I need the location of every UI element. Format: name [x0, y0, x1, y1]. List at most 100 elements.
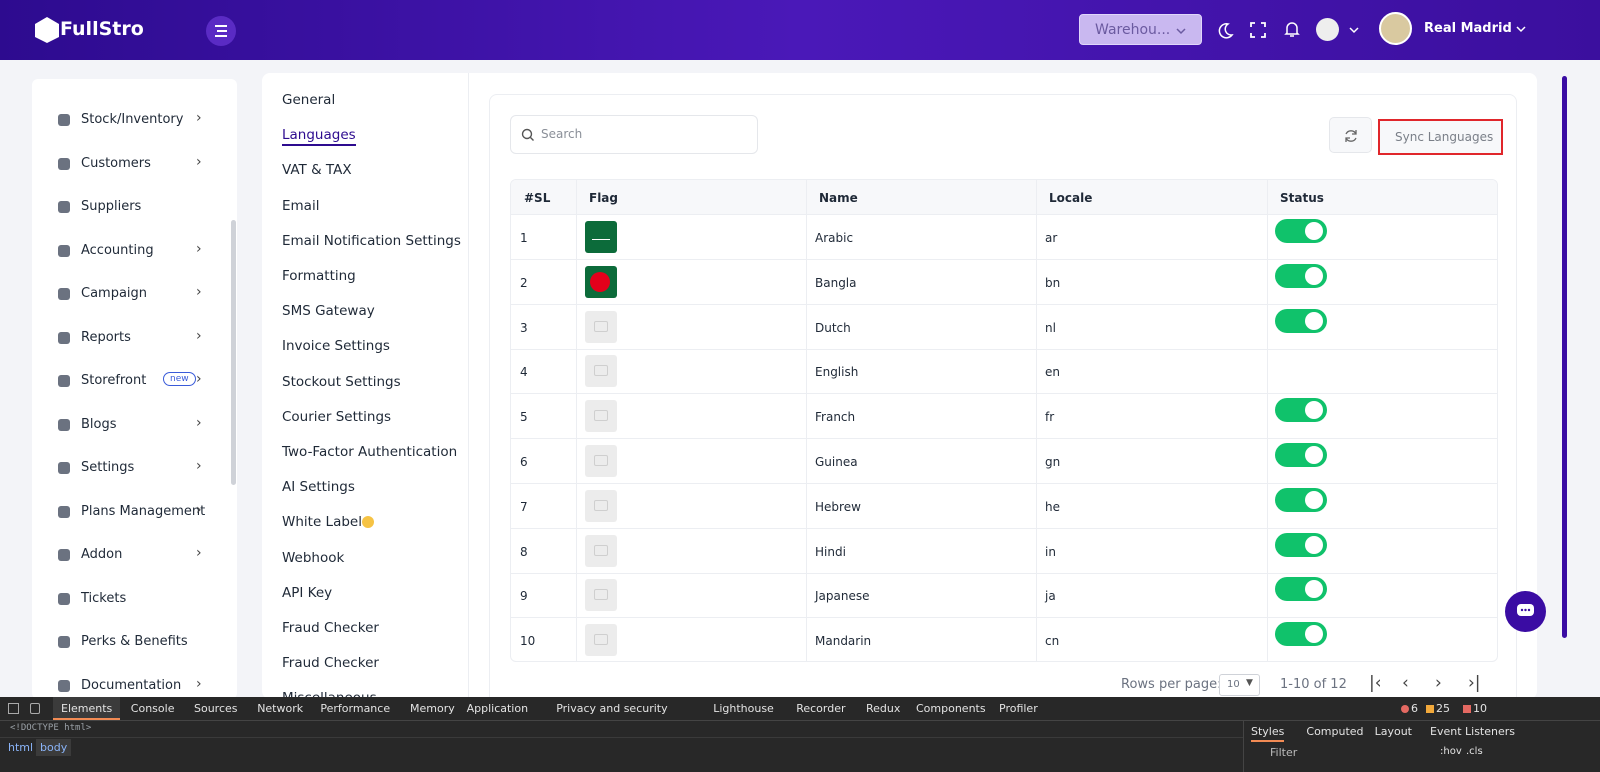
status-toggle[interactable] — [1275, 263, 1327, 288]
devtools-tab[interactable]: Sources — [194, 702, 238, 715]
page-nav-button[interactable]: |‹ — [1369, 673, 1382, 693]
breadcrumb[interactable]: html — [8, 741, 34, 754]
settings-menu-item[interactable]: VAT & TAX — [282, 162, 352, 179]
rows-per-page-select[interactable]: 10 ▼ — [1219, 674, 1260, 696]
sidebar-item[interactable]: Reports › — [52, 327, 212, 349]
status-toggle[interactable] — [1275, 398, 1327, 423]
settings-menu-item[interactable]: Email — [282, 197, 320, 214]
sidebar-item[interactable]: Suppliers — [52, 196, 212, 218]
status-toggle[interactable] — [1275, 219, 1327, 243]
settings-menu-item[interactable]: General — [282, 92, 336, 108]
settings-menu-item[interactable]: Webhook — [282, 549, 345, 566]
status-toggle[interactable] — [1275, 622, 1327, 647]
settings-menu-item[interactable]: SMS Gateway — [282, 303, 375, 320]
menu-toggle[interactable] — [206, 16, 236, 46]
rows-per-page-value: 10 — [1227, 679, 1240, 690]
sidebar-item[interactable]: Blogs › — [52, 414, 212, 436]
sidebar-item[interactable]: Documentation › — [52, 675, 212, 697]
styles-tab[interactable]: Computed — [1306, 725, 1364, 738]
page-nav-button[interactable]: ›| — [1468, 673, 1481, 693]
devtools-tab[interactable]: Lighthouse — [713, 702, 774, 715]
devtools-tab[interactable]: Profiler — [999, 702, 1038, 715]
styles-tab[interactable]: Layout — [1374, 725, 1412, 738]
chat-button[interactable] — [1505, 591, 1546, 632]
sidebar-item[interactable]: Settings › — [52, 457, 212, 479]
settings-menu-item[interactable]: Email Notification Settings — [282, 232, 461, 249]
cls-toggle[interactable]: .cls — [1466, 746, 1483, 757]
settings-menu-item[interactable]: Formatting — [282, 268, 356, 284]
page-nav-button[interactable]: › — [1435, 673, 1442, 693]
filter-input[interactable]: Filter — [1270, 746, 1298, 759]
sidebar-item[interactable]: Tickets — [52, 588, 212, 610]
name-cell: Dutch — [815, 320, 851, 335]
name-cell: Arabic — [815, 231, 854, 245]
devtools-tab[interactable]: Console — [130, 702, 175, 715]
search-box[interactable]: Search — [510, 115, 758, 154]
status-toggle[interactable] — [1275, 443, 1327, 467]
table-row-border — [511, 259, 1497, 260]
sidebar-label: Accounting — [81, 242, 154, 258]
notification-icon[interactable] — [1283, 20, 1301, 38]
sidebar-item[interactable]: Storefront new › — [52, 370, 212, 392]
sl-cell: 6 — [520, 455, 528, 469]
sidebar-item[interactable]: Campaign › — [52, 283, 212, 305]
settings-menu-item[interactable]: Fraud Checker — [282, 655, 379, 672]
sidebar-item[interactable]: Plans Management › — [52, 501, 212, 523]
settings-menu-item[interactable]: Stockout Settings — [282, 373, 401, 390]
sidebar-item[interactable]: Stock/Inventory › — [52, 109, 212, 131]
placeholder-icon — [594, 544, 608, 556]
hov-toggle[interactable]: :hov — [1440, 746, 1462, 757]
sidebar-label: Tickets — [81, 590, 127, 606]
settings-menu-item[interactable]: AI Settings — [282, 479, 355, 496]
sl-cell: 7 — [520, 499, 528, 514]
user-caret[interactable] — [1515, 23, 1527, 35]
devtools-tab[interactable]: Redux — [866, 702, 901, 715]
sync-languages-button[interactable]: Sync Languages — [1378, 119, 1503, 155]
sidebar-item[interactable]: Perks & Benefits — [52, 631, 212, 653]
sidebar-label: Documentation — [81, 677, 182, 693]
table-row-border — [511, 527, 1497, 529]
settings-menu-item[interactable]: Invoice Settings — [282, 338, 390, 355]
device-icon[interactable] — [30, 703, 40, 714]
brand-logo — [35, 17, 59, 43]
user-name[interactable]: Real Madrid — [1424, 21, 1512, 36]
locale-cell: fr — [1045, 410, 1055, 425]
sidebar-item[interactable]: Accounting › — [52, 240, 212, 262]
devtools-tab[interactable]: Privacy and security — [556, 702, 668, 715]
styles-tab[interactable]: Event Listeners — [1430, 725, 1515, 738]
dark-mode-icon[interactable] — [1216, 21, 1234, 39]
devtools-tab[interactable]: Network — [257, 702, 304, 715]
language-flag[interactable] — [1316, 18, 1339, 41]
refresh-button[interactable] — [1329, 117, 1372, 153]
devtools-tab[interactable]: Application — [466, 702, 529, 715]
devtools-tab[interactable]: Recorder — [796, 702, 846, 715]
settings-menu-item[interactable]: API Key — [282, 584, 333, 601]
warehouse-select[interactable]: Warehou... — [1079, 14, 1202, 45]
sidebar-item[interactable]: Addon › — [52, 544, 212, 566]
settings-menu-item[interactable]: Two-Factor Authentication — [282, 444, 458, 460]
settings-menu-item[interactable]: Miscellaneous — [282, 690, 377, 699]
page-nav-button[interactable]: ‹ — [1402, 673, 1409, 693]
styles-tab[interactable]: Styles — [1251, 725, 1285, 742]
status-toggle[interactable] — [1275, 308, 1327, 333]
devtools-tab[interactable]: Memory — [410, 702, 455, 715]
devtools-tab[interactable]: Elements — [53, 697, 121, 720]
settings-menu-item[interactable]: Courier Settings — [282, 408, 392, 425]
breadcrumb[interactable]: body — [36, 739, 72, 756]
settings-menu-item[interactable]: White Label — [282, 514, 362, 531]
placeholder-icon — [594, 499, 608, 511]
sidebar-item[interactable]: Customers › — [52, 153, 212, 175]
fullscreen-icon[interactable] — [1249, 21, 1267, 39]
devtools-tab[interactable]: Performance — [320, 702, 391, 715]
inspect-icon[interactable] — [8, 703, 19, 714]
devtools-tab[interactable]: Components — [916, 702, 986, 715]
language-caret[interactable] — [1348, 24, 1360, 36]
settings-menu-item[interactable]: Fraud Checker — [282, 620, 379, 636]
user-avatar[interactable] — [1379, 12, 1412, 45]
status-toggle[interactable] — [1275, 577, 1327, 602]
status-toggle[interactable] — [1275, 532, 1327, 557]
status-toggle[interactable] — [1275, 487, 1327, 512]
settings-menu-item[interactable]: Languages — [282, 127, 356, 147]
sidebar-arrow: › — [196, 458, 202, 474]
sidebar-arrow: › — [196, 153, 202, 170]
